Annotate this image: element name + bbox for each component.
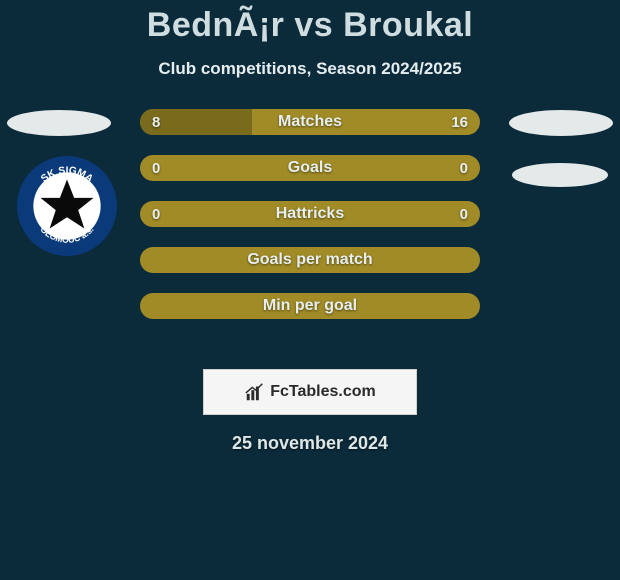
stat-value-left: 0 (152, 206, 160, 223)
stat-label: Goals (288, 159, 332, 177)
fctables-label: FcTables.com (270, 383, 376, 401)
club-badge-right-placeholder (512, 163, 608, 187)
stat-value-right: 16 (451, 114, 468, 131)
stat-label: Hattricks (276, 205, 344, 223)
sigma-olomouc-badge-icon: SK SIGMA OLOMOUC a.s. (16, 155, 118, 257)
stat-value-right: 0 (460, 206, 468, 223)
stat-bar-goals: 0 Goals 0 (140, 155, 480, 181)
page-title: BednÃ¡r vs Broukal (0, 0, 620, 45)
stat-label: Goals per match (247, 251, 372, 269)
stat-label: Min per goal (263, 297, 357, 315)
comparison-stage: SK SIGMA OLOMOUC a.s. 8 Matches 16 0 Goa… (0, 109, 620, 369)
stat-value-right: 0 (460, 160, 468, 177)
player-photo-right-placeholder (509, 110, 613, 136)
stat-bar-hattricks: 0 Hattricks 0 (140, 201, 480, 227)
stat-label: Matches (278, 113, 342, 131)
stat-value-left: 8 (152, 114, 160, 131)
player-photo-left-placeholder (7, 110, 111, 136)
page-date: 25 november 2024 (0, 433, 620, 454)
stat-bars: 8 Matches 16 0 Goals 0 0 Hattricks 0 Goa… (140, 109, 480, 339)
stat-value-left: 0 (152, 160, 160, 177)
club-badge-left: SK SIGMA OLOMOUC a.s. (16, 155, 118, 257)
stat-bar-matches: 8 Matches 16 (140, 109, 480, 135)
stat-bar-goals-per-match: Goals per match (140, 247, 480, 273)
stat-bar-min-per-goal: Min per goal (140, 293, 480, 319)
bar-chart-icon (244, 381, 266, 403)
fctables-attribution[interactable]: FcTables.com (203, 369, 417, 415)
page-subtitle: Club competitions, Season 2024/2025 (0, 59, 620, 79)
